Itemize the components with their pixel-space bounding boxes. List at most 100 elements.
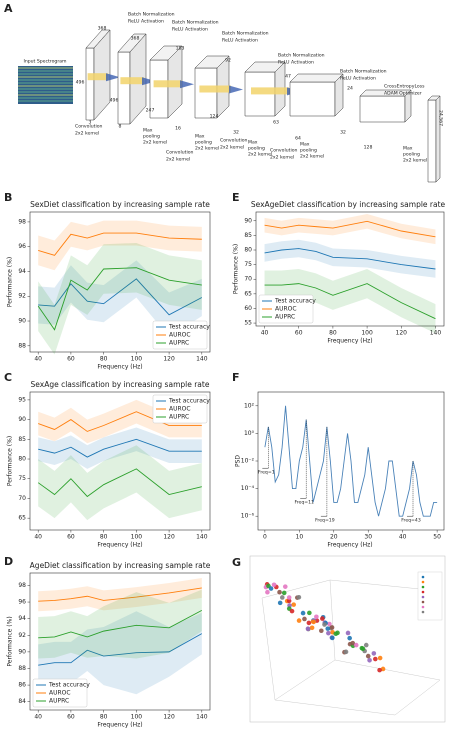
y-tick-label: 88	[18, 342, 26, 349]
error-band	[38, 577, 202, 612]
scatter-point	[380, 666, 386, 672]
scatter-point	[302, 616, 307, 622]
box-face	[427, 99, 437, 183]
legend-dot	[421, 595, 425, 599]
dimension-label: 24,567	[438, 110, 444, 126]
diagram-label: 2x2 kernel	[403, 158, 427, 164]
scatter-frame	[249, 555, 446, 723]
diagram-label: 2x2 kernel	[195, 146, 219, 152]
box-face	[359, 95, 406, 123]
x-tick-label: 40	[261, 330, 269, 337]
plot-frame	[29, 391, 211, 531]
y-tick-label: 94	[18, 615, 26, 622]
x-tick-label: 100	[361, 330, 373, 337]
series-line	[264, 405, 438, 517]
diagram-label: pooling	[248, 146, 265, 152]
dimension-label: 368	[131, 36, 140, 42]
scatter-point	[286, 598, 292, 604]
y-tick-label: 10⁻⁴	[241, 485, 255, 492]
series-line	[264, 283, 436, 320]
error-band	[264, 239, 436, 278]
diagram-label: Batch Normalization	[278, 53, 325, 59]
error-band	[38, 220, 202, 271]
legend-label: Test accuracy	[274, 298, 316, 305]
dimension-label: 64	[295, 136, 301, 142]
diagram-label: ReLU Activation	[278, 60, 314, 66]
diagram-label: Batch Normalization	[128, 12, 175, 18]
x-tick-label: 140	[430, 330, 442, 337]
y-tick-label: 85	[18, 436, 26, 443]
x-axis-label: Frequency (Hz)	[327, 338, 372, 345]
legend-label: AUROC	[49, 690, 71, 697]
x-tick-label: 100	[131, 714, 143, 721]
legend-dot	[421, 605, 425, 609]
dimension-label: 128	[364, 145, 373, 151]
error-band	[38, 260, 202, 338]
error-band	[264, 214, 436, 245]
y-tick-label: 75	[244, 261, 252, 268]
scatter-point	[322, 622, 327, 627]
y-tick-label: 94	[18, 268, 26, 275]
y-axis-label: Performance (%)	[7, 436, 14, 486]
y-tick-label: 95	[18, 396, 26, 403]
x-tick-label: 120	[396, 330, 408, 337]
x-tick-label: 60	[295, 330, 303, 337]
y-tick-label: 96	[18, 599, 26, 606]
scatter-legend	[417, 571, 443, 621]
x-tick-label: 120	[163, 534, 175, 541]
scatter-point	[353, 642, 359, 648]
chart-title: SexAgeDiet classification by increasing …	[251, 200, 446, 209]
diagram-label: ReLU Activation	[128, 19, 164, 25]
y-tick-label: 84	[18, 698, 26, 705]
kernel	[87, 73, 108, 81]
legend-box	[152, 394, 208, 424]
box-top	[289, 73, 344, 83]
scatter-point	[265, 589, 270, 595]
x-tick-label: 120	[163, 356, 175, 363]
error-band	[38, 611, 202, 695]
layer-box	[85, 29, 120, 121]
diagram-label: Batch Normalization	[172, 20, 219, 26]
scatter-point	[281, 590, 287, 596]
plot-frame	[29, 211, 211, 353]
y-tick-label: 86	[18, 682, 26, 689]
legend-label: AUROC	[169, 332, 191, 339]
annotation-label: Freq=19	[315, 518, 335, 524]
scatter-point	[377, 655, 383, 661]
panel-label: C	[4, 371, 12, 384]
diagram-label: Batch Normalization	[340, 69, 387, 75]
x-tick-label: 100	[131, 356, 143, 363]
legend-label: AUROC	[275, 306, 297, 313]
scatter-point	[345, 630, 351, 636]
y-tick-label: 75	[18, 475, 26, 482]
x-axis-label: Frequency (Hz)	[97, 722, 142, 729]
diagram-label: pooling	[403, 152, 420, 158]
scatter-point	[309, 625, 315, 631]
x-tick-label: 50	[433, 534, 441, 541]
x-tick-label: 140	[196, 534, 208, 541]
dimension-label: 16	[175, 126, 181, 132]
dimension-label: 32	[340, 130, 346, 136]
legend-dot	[421, 585, 425, 589]
x-tick-label: 20	[330, 534, 338, 541]
dimension-label: 8	[119, 124, 122, 130]
diagram-label: pooling	[143, 134, 160, 140]
kernel-cone	[106, 73, 120, 82]
y-tick-label: 90	[18, 648, 26, 655]
series-line	[38, 609, 203, 639]
legend-dot	[421, 610, 425, 614]
y-tick-label: 90	[244, 217, 252, 224]
scatter-point	[327, 621, 332, 627]
layer-box	[427, 95, 441, 183]
y-tick-label: 92	[18, 293, 26, 300]
scatter-point	[271, 582, 277, 588]
chart-title: SexDiet classification by increasing sam…	[30, 200, 210, 209]
diagram-label: Convolution	[75, 124, 103, 130]
scatter-box	[261, 579, 441, 716]
chart-title: SexAge classification by increasing samp…	[31, 380, 210, 389]
y-tick-label: 90	[18, 416, 26, 423]
y-tick-label: 85	[244, 232, 252, 239]
series-line	[38, 232, 202, 256]
scatter-point	[371, 651, 377, 656]
